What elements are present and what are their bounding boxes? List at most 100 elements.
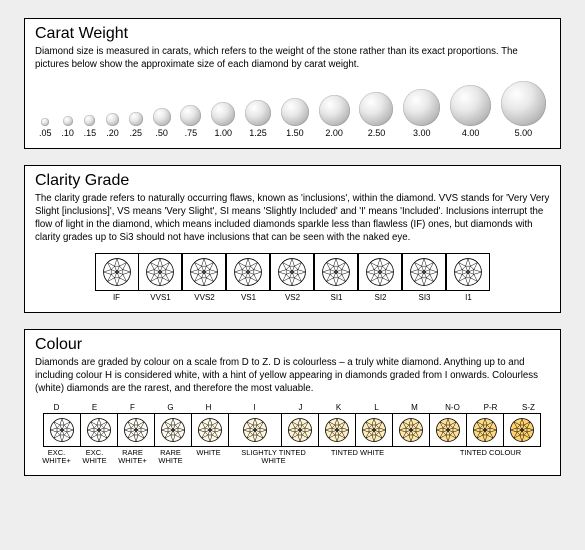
colour-group-labels: EXC.WHITE+EXC.WHITERAREWHITE+RAREWHITEWH… — [35, 449, 550, 466]
colour-box — [154, 413, 192, 447]
colour-group-label: RAREWHITE+ — [114, 449, 152, 466]
diamond-icon — [450, 85, 491, 126]
diamond-icon — [501, 81, 546, 126]
diamond-icon — [129, 112, 143, 126]
diamond-icon — [359, 92, 393, 126]
carat-label: .10 — [61, 128, 74, 138]
clarity-cell: VS2 — [271, 253, 315, 302]
colour-box — [281, 413, 319, 447]
diamond-icon — [84, 115, 95, 126]
clarity-box — [182, 253, 226, 291]
clarity-title: Clarity Grade — [35, 172, 550, 190]
colour-box — [392, 413, 430, 447]
clarity-box — [358, 253, 402, 291]
colour-group-label: EXC.WHITE+ — [38, 449, 76, 466]
colour-group-label: TINTED WHITE — [320, 449, 396, 466]
clarity-label: SI3 — [418, 293, 430, 302]
carat-label: 5.00 — [515, 128, 533, 138]
clarity-cell: VVS2 — [183, 253, 227, 302]
colour-letter: M — [396, 403, 434, 412]
colour-group-label: TINTED COLOUR — [434, 449, 548, 466]
carat-desc: Diamond size is measured in carats, whic… — [35, 45, 550, 71]
carat-item: .15 — [84, 115, 97, 138]
clarity-label: I1 — [465, 293, 472, 302]
colour-letter: D — [38, 403, 76, 412]
colour-letter: F — [114, 403, 152, 412]
colour-box — [43, 413, 81, 447]
clarity-label: SI1 — [330, 293, 342, 302]
carat-item: 2.50 — [359, 92, 393, 138]
carat-item: 1.00 — [211, 102, 235, 138]
carat-item: 4.00 — [450, 85, 491, 138]
clarity-desc: The clarity grade refers to naturally oc… — [35, 192, 550, 244]
clarity-row: IF VVS1 VVS2 VS1 VS2 SI1 SI2 SI3 — [35, 253, 550, 302]
colour-group-label: WHITE — [190, 449, 228, 466]
colour-group-label — [396, 449, 434, 466]
carat-label: .05 — [39, 128, 52, 138]
carat-label: 1.25 — [249, 128, 267, 138]
clarity-cell: IF — [95, 253, 139, 302]
clarity-box — [138, 253, 182, 291]
colour-box — [355, 413, 393, 447]
carat-label: 2.50 — [368, 128, 386, 138]
carat-item: .10 — [61, 116, 74, 138]
diamond-icon — [319, 95, 350, 126]
carat-item: .05 — [39, 118, 52, 138]
carat-row: .05 .10 .15 .20 .25 .50 .75 1.00 1.25 1.… — [35, 79, 550, 138]
colour-box — [80, 413, 118, 447]
colour-letter: K — [320, 403, 358, 412]
diamond-icon — [180, 105, 201, 126]
clarity-box — [314, 253, 358, 291]
colour-group-label: EXC.WHITE — [76, 449, 114, 466]
clarity-label: VS2 — [285, 293, 300, 302]
carat-title: Carat Weight — [35, 25, 550, 43]
carat-item: 2.00 — [319, 95, 350, 138]
diamond-icon — [211, 102, 235, 126]
diamond-icon — [153, 108, 171, 126]
colour-letter: I — [228, 403, 282, 412]
colour-box — [429, 413, 467, 447]
colour-box — [466, 413, 504, 447]
clarity-box — [402, 253, 446, 291]
clarity-box — [270, 253, 314, 291]
colour-letter: G — [152, 403, 190, 412]
carat-item: .20 — [106, 113, 119, 138]
carat-label: .50 — [155, 128, 168, 138]
clarity-label: VVS1 — [150, 293, 170, 302]
clarity-cell: VS1 — [227, 253, 271, 302]
colour-group-label: SLIGHTLY TINTEDWHITE — [228, 449, 320, 466]
colour-letter: H — [190, 403, 228, 412]
carat-item: 1.50 — [281, 98, 309, 138]
colour-box — [228, 413, 282, 447]
clarity-box — [446, 253, 490, 291]
clarity-label: SI2 — [374, 293, 386, 302]
carat-item: 1.25 — [245, 100, 271, 138]
clarity-cell: SI3 — [403, 253, 447, 302]
carat-item: .75 — [180, 105, 201, 138]
colour-box — [318, 413, 356, 447]
carat-label: .15 — [84, 128, 97, 138]
carat-label: 2.00 — [325, 128, 343, 138]
carat-item: 5.00 — [501, 81, 546, 138]
clarity-label: IF — [113, 293, 120, 302]
clarity-cell: SI1 — [315, 253, 359, 302]
carat-item: .25 — [129, 112, 143, 138]
carat-label: 1.50 — [286, 128, 304, 138]
clarity-label: VS1 — [241, 293, 256, 302]
diamond-icon — [63, 116, 73, 126]
diamond-icon — [245, 100, 271, 126]
colour-box — [503, 413, 541, 447]
diamond-icon — [106, 113, 119, 126]
colour-box — [117, 413, 155, 447]
colour-letters-row: DEFGHIJKLMN-OP-RS-Z — [35, 403, 550, 413]
colour-letter: J — [282, 403, 320, 412]
clarity-cell: I1 — [447, 253, 491, 302]
colour-letter: L — [358, 403, 396, 412]
colour-group-label: RAREWHITE — [152, 449, 190, 466]
colour-letter: S-Z — [510, 403, 548, 412]
colour-box — [191, 413, 229, 447]
colour-panel: Colour Diamonds are graded by colour on … — [24, 329, 561, 477]
clarity-panel: Clarity Grade The clarity grade refers t… — [24, 165, 561, 312]
clarity-box — [226, 253, 270, 291]
colour-letter: N-O — [434, 403, 472, 412]
